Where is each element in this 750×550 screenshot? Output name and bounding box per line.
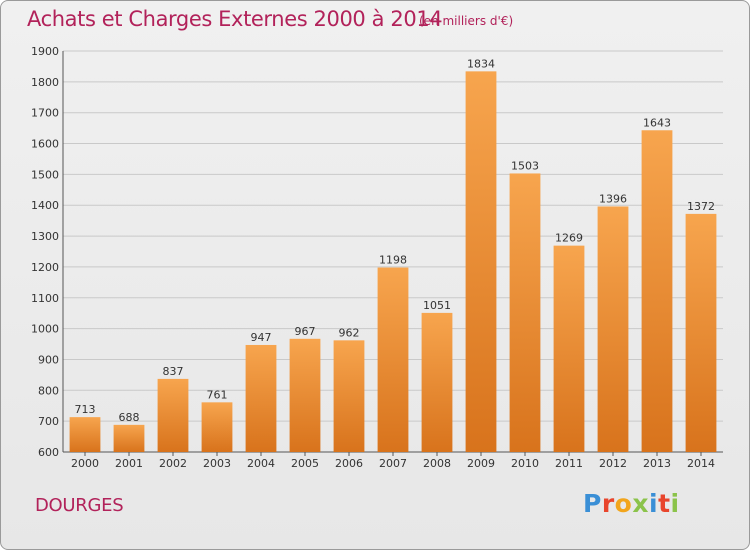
bar-2009[interactable] — [465, 71, 497, 452]
logo-letter: o — [614, 489, 633, 518]
proxiti-logo[interactable]: Proxiti — [583, 489, 680, 518]
logo-letter: i — [670, 489, 680, 518]
y-tick-label: 1200 — [31, 261, 59, 274]
y-tick-label: 1900 — [31, 45, 59, 58]
bar-2013[interactable] — [641, 130, 673, 453]
data-label: 688 — [119, 411, 140, 424]
x-tick-label: 2009 — [467, 457, 495, 470]
bar-2003[interactable] — [201, 402, 233, 452]
y-tick-label: 1600 — [31, 138, 59, 151]
bar-2007[interactable] — [377, 267, 409, 452]
logo-letter: i — [649, 489, 659, 518]
y-tick-label: 800 — [38, 384, 59, 397]
logo-letter: r — [601, 489, 615, 518]
x-tick-label: 2014 — [687, 457, 715, 470]
bar-2005[interactable] — [289, 338, 321, 452]
data-label: 1396 — [599, 192, 627, 205]
x-tick-label: 2002 — [159, 457, 187, 470]
data-label: 962 — [339, 326, 360, 339]
data-label: 1198 — [379, 254, 407, 267]
bar-2011[interactable] — [553, 245, 585, 452]
data-label: 837 — [163, 365, 184, 378]
bar-2008[interactable] — [421, 312, 453, 452]
data-label: 1643 — [643, 116, 671, 129]
bar-2002[interactable] — [157, 378, 189, 452]
chart-subtitle: (en milliers d'€) — [419, 14, 514, 28]
y-tick-label: 900 — [38, 353, 59, 366]
city-name: DOURGES — [35, 495, 124, 516]
x-tick-label: 2004 — [247, 457, 275, 470]
x-tick-label: 2011 — [555, 457, 583, 470]
y-tick-label: 1100 — [31, 292, 59, 305]
bar-2006[interactable] — [333, 340, 365, 452]
y-tick-label: 600 — [38, 446, 59, 459]
x-tick-label: 2005 — [291, 457, 319, 470]
logo-letter: t — [658, 489, 671, 518]
y-tick-label: 1700 — [31, 107, 59, 120]
logo-letter: P — [583, 489, 602, 518]
data-label: 1269 — [555, 232, 583, 245]
bar-2000[interactable] — [69, 417, 101, 452]
bar-2004[interactable] — [245, 344, 277, 452]
y-tick-label: 1300 — [31, 230, 59, 243]
logo-letter: x — [632, 489, 649, 518]
data-label: 947 — [251, 331, 272, 344]
data-label: 713 — [75, 403, 96, 416]
chart-title: Achats et Charges Externes 2000 à 2014 — [27, 7, 443, 31]
x-tick-label: 2008 — [423, 457, 451, 470]
data-label: 761 — [207, 388, 228, 401]
data-label: 967 — [295, 325, 316, 338]
x-tick-label: 2010 — [511, 457, 539, 470]
x-tick-label: 2006 — [335, 457, 363, 470]
y-tick-label: 1400 — [31, 199, 59, 212]
data-label: 1051 — [423, 299, 451, 312]
bar-2010[interactable] — [509, 173, 541, 452]
bar-2014[interactable] — [685, 213, 717, 452]
y-tick-label: 1800 — [31, 76, 59, 89]
x-tick-label: 2001 — [115, 457, 143, 470]
bar-2012[interactable] — [597, 206, 629, 452]
x-tick-label: 2013 — [643, 457, 671, 470]
y-tick-label: 1000 — [31, 323, 59, 336]
x-tick-label: 2003 — [203, 457, 231, 470]
x-tick-label: 2000 — [71, 457, 99, 470]
bar-2001[interactable] — [113, 424, 145, 452]
data-label: 1372 — [687, 200, 715, 213]
y-tick-label: 1500 — [31, 168, 59, 181]
y-tick-label: 700 — [38, 415, 59, 428]
x-tick-label: 2012 — [599, 457, 627, 470]
x-tick-label: 2007 — [379, 457, 407, 470]
data-label: 1834 — [467, 57, 495, 70]
data-label: 1503 — [511, 159, 539, 172]
